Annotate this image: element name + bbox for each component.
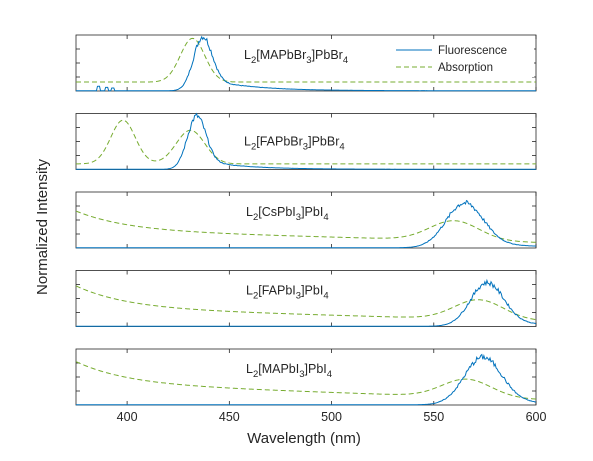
panel-label: L2[FAPbI3]PbI4	[246, 284, 329, 302]
panel-frame	[75, 348, 537, 406]
x-tick-label: 600	[526, 410, 547, 424]
panels: L2[MAPbBr3]PbBr4 L2[FAPbBr3]PbBr4 L2[CsPbI…	[75, 34, 537, 406]
fluorescence-series	[75, 35, 537, 92]
absorption-series	[76, 37, 536, 83]
x-tick-label: 500	[321, 410, 342, 424]
panel-5: L2[MAPbI3]PbI4	[75, 348, 537, 406]
panel-label: L2[MAPbI3]PbI4	[246, 362, 332, 380]
x-tick-label: 450	[219, 410, 240, 424]
absorption-series	[75, 210, 537, 243]
absorption-series	[75, 119, 536, 165]
fluorescence-series	[75, 199, 537, 249]
panel-label: L2[CsPbI3]PbI4	[246, 205, 329, 223]
panel-label: L2[MAPbBr3]PbBr4	[244, 48, 348, 66]
legend-box	[392, 39, 534, 77]
legend-fluorescence-label: Fluorescence	[438, 45, 507, 57]
panel-label: L2[FAPbBr3]PbBr4	[244, 135, 345, 153]
panel-3: L2[CsPbI3]PbI4	[75, 191, 537, 249]
absorption-series	[75, 361, 537, 400]
x-axis-label: Wavelength (nm)	[247, 430, 361, 447]
legend-absorption-label: Absorption	[438, 62, 493, 74]
y-axis-label: Normalized Intensity	[34, 159, 51, 295]
panel-4: L2[FAPbI3]PbI4	[75, 270, 537, 327]
panel-1: L2[MAPbBr3]PbBr4	[75, 34, 537, 92]
panel-2: L2[FAPbBr3]PbBr4	[75, 112, 537, 170]
fluorescence-series	[76, 112, 536, 170]
x-tick-label: 400	[117, 410, 138, 424]
legend: Fluorescence Absorption	[392, 39, 534, 77]
panel-frame	[75, 270, 537, 327]
absorption-series	[75, 285, 537, 321]
fluorescence-series	[75, 353, 537, 406]
x-tick-labels: 400 450 500 550 600	[117, 410, 547, 424]
fluorescence-series	[76, 278, 537, 327]
x-tick-label: 550	[423, 410, 444, 424]
